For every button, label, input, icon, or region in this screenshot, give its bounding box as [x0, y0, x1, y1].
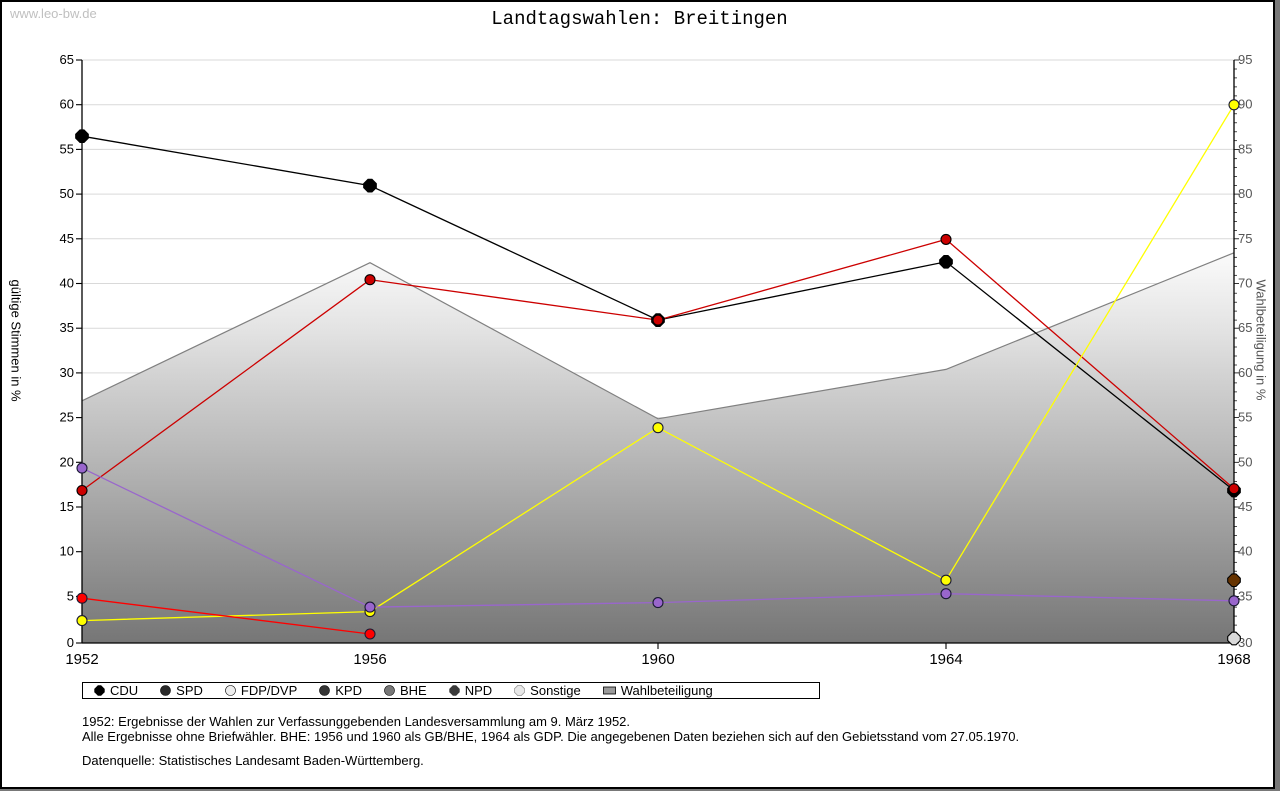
svg-text:1964: 1964: [929, 651, 962, 668]
svg-text:15: 15: [60, 499, 74, 514]
svg-text:60: 60: [60, 97, 74, 112]
svg-text:0: 0: [67, 635, 74, 650]
svg-text:1960: 1960: [641, 651, 674, 668]
svg-text:40: 40: [60, 276, 74, 291]
svg-text:35: 35: [1238, 588, 1252, 603]
svg-text:85: 85: [1238, 141, 1252, 156]
svg-text:40: 40: [1238, 544, 1252, 559]
svg-text:65: 65: [1238, 320, 1252, 335]
svg-text:1956: 1956: [353, 651, 386, 668]
svg-text:30: 30: [60, 365, 74, 380]
svg-text:1952: 1952: [65, 651, 98, 668]
svg-text:45: 45: [1238, 499, 1252, 514]
svg-text:60: 60: [1238, 365, 1252, 380]
svg-text:50: 50: [1238, 454, 1252, 469]
svg-text:95: 95: [1238, 52, 1252, 67]
svg-text:1968: 1968: [1217, 651, 1250, 668]
svg-text:70: 70: [1238, 276, 1252, 291]
svg-text:45: 45: [60, 231, 74, 246]
svg-text:10: 10: [60, 544, 74, 559]
svg-text:90: 90: [1238, 97, 1252, 112]
svg-text:50: 50: [60, 186, 74, 201]
svg-text:55: 55: [1238, 410, 1252, 425]
svg-text:5: 5: [67, 588, 74, 603]
svg-text:65: 65: [60, 52, 74, 67]
svg-text:55: 55: [60, 141, 74, 156]
svg-text:75: 75: [1238, 231, 1252, 246]
svg-text:80: 80: [1238, 186, 1252, 201]
svg-text:20: 20: [60, 454, 74, 469]
svg-text:35: 35: [60, 320, 74, 335]
svg-text:25: 25: [60, 410, 74, 425]
